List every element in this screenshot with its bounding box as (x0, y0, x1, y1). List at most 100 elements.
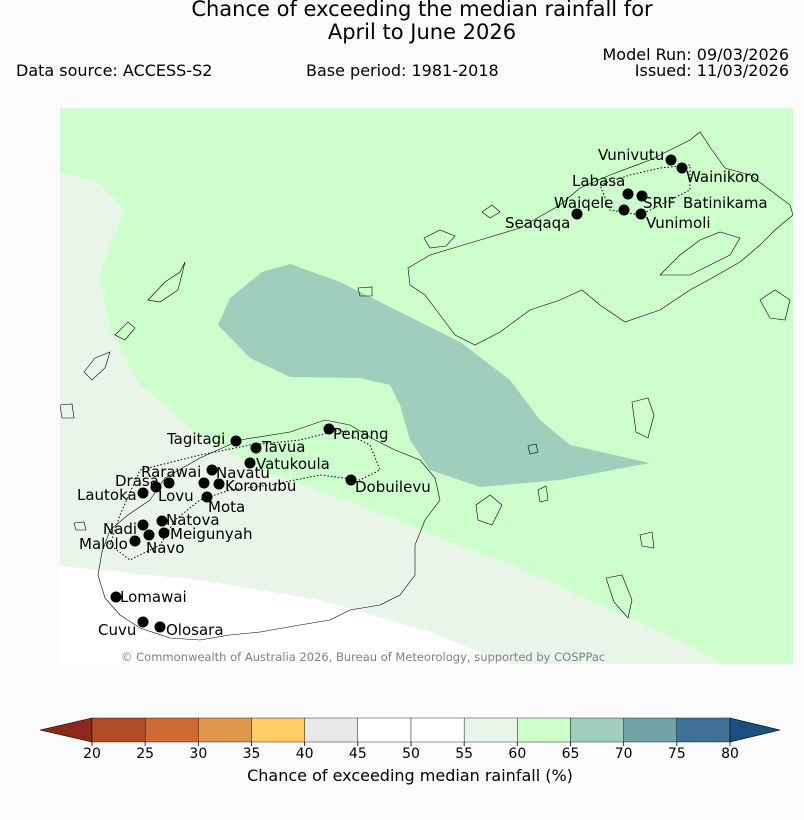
rainfall-map: Vunivutu Wainikoro Labasa Waiqele SRIF B… (60, 108, 793, 664)
station-waiqele: Waiqele (554, 194, 630, 216)
colorbar-tick-label: 20 (83, 746, 101, 762)
station-lovu: Lovu (158, 487, 194, 505)
island-sea-6 (639, 531, 655, 549)
colorbar-segment (623, 717, 678, 743)
station-meigunyah: Meigunyah (143, 525, 252, 543)
island-small-ne (759, 289, 791, 321)
catchment-west (109, 429, 381, 561)
station-tagitagi: Tagitagi (166, 430, 242, 448)
colorbar-segment (410, 717, 465, 743)
colorbar-segment (304, 717, 359, 743)
colorbar-segment (357, 717, 412, 743)
station-mota: Mota (201, 491, 245, 516)
station-label: Lautoka (77, 486, 137, 504)
station-label: Cuvu (98, 621, 136, 639)
map-canvas: Vunivutu Wainikoro Labasa Waiqele SRIF B… (60, 108, 793, 664)
station-label: Vatukoula (256, 455, 330, 473)
station-label: Navo (146, 539, 184, 557)
station-label: Waiqele (554, 194, 613, 212)
station-srif: SRIF (636, 190, 676, 212)
island-sea-9 (481, 204, 501, 219)
island-sea-3 (631, 397, 655, 439)
station-label: Meigunyah (170, 525, 252, 543)
station-label: Lovu (158, 487, 194, 505)
colorbar-over-arrow (729, 717, 781, 743)
station-label: Tavua (261, 438, 305, 456)
colorbar-segment (144, 717, 199, 743)
map-title: Chance of exceeding the median rainfall … (0, 0, 804, 44)
colorbar-segment (463, 717, 518, 743)
colorbar-tick-label: 55 (455, 746, 473, 762)
colorbar-tick-label: 80 (721, 746, 739, 762)
colorbar-segment (570, 717, 624, 743)
colorbar-canvas: 20 25 30 35 40 45 50 55 60 65 70 75 80 (39, 717, 781, 762)
station-drasa: Drasa (115, 472, 175, 493)
title-line-2: April to June 2026 (327, 20, 517, 44)
colorbar-tick-label: 35 (243, 746, 261, 762)
colorbar-tick-label: 50 (402, 746, 420, 762)
station-seaqaqa: Seaqaqa (505, 208, 583, 232)
station-label: Mota (208, 498, 245, 516)
station-labasa: Labasa (572, 172, 634, 200)
station-label: Dobuilevu (355, 478, 431, 496)
island-yasawa-2 (114, 321, 136, 341)
station-vunimoli: Vunimoli (646, 214, 711, 232)
station-lautoka: Lautoka (77, 486, 149, 504)
island-sea-4 (475, 494, 503, 526)
station-label: Wainikoro (686, 168, 759, 186)
data-source: Data source: ACCESS-S2 (16, 61, 213, 80)
station-label: Koronubu (225, 477, 296, 495)
colorbar-tick-label: 30 (189, 746, 207, 762)
station-rarawai: Rarawai (141, 463, 218, 481)
station-natova: Natova (156, 511, 220, 529)
station-navatu: Navatu (216, 464, 270, 482)
colorbar-segment (676, 717, 731, 743)
colorbar: 20 25 30 35 40 45 50 55 60 65 70 75 80 (0, 700, 804, 816)
station-lomawai: Lomawai (110, 588, 187, 606)
station-label: Drasa (115, 472, 159, 490)
station-dobuilevu: Dobuilevu (345, 474, 431, 496)
station-olosara: Olosara (154, 621, 224, 639)
model-run: Model Run: 09/03/2026 (602, 45, 790, 64)
station-label: Rarawai (141, 463, 201, 481)
station-label: Lomawai (120, 588, 187, 606)
station-label: Penang (333, 425, 388, 443)
station-label: Malolo (79, 535, 128, 553)
colorbar-tick-label: 60 (508, 746, 526, 762)
base-period: Base period: 1981-2018 (306, 61, 499, 80)
station-label: Navatu (216, 464, 270, 482)
band-45-55 (60, 566, 510, 664)
colorbar-segment (198, 717, 252, 743)
station-label: SRIF (643, 194, 676, 212)
colorbar-tick-label: 40 (296, 746, 314, 762)
island-viti-levu (97, 419, 441, 641)
station-malolo: Malolo (79, 535, 141, 553)
island-west-1 (60, 403, 75, 419)
island-taveuni (659, 231, 741, 276)
island-sea-2 (527, 443, 539, 455)
station-label: Vunivutu (598, 146, 664, 164)
station-label: Seaqaqa (505, 214, 570, 232)
station-tavua: Tavua (250, 438, 305, 456)
colorbar-tick-label: 65 (562, 746, 580, 762)
station-label: Natova (166, 511, 220, 529)
colorbar-segment (91, 717, 146, 743)
colorbar-tick-label: 70 (615, 746, 633, 762)
colorbar-tick-label: 75 (668, 746, 686, 762)
station-penang: Penang (323, 423, 388, 443)
island-yasawa-1 (83, 351, 111, 381)
station-label: Tagitagi (166, 430, 225, 448)
station-vunivutu: Vunivutu (598, 146, 677, 166)
island-west-2 (73, 521, 87, 531)
issued-date: Issued: 11/03/2026 (634, 61, 789, 80)
station-navo: Navo (146, 539, 184, 557)
station-wainikoro: Wainikoro (676, 162, 759, 186)
station-cuvu: Cuvu (98, 616, 149, 639)
station-vatukoula: Vatukoula (244, 455, 330, 473)
island-yasawa-3 (147, 261, 186, 303)
colorbar-under-arrow (39, 717, 93, 743)
island-sea-5 (537, 485, 549, 503)
colorbar-tick-label: 45 (349, 746, 367, 762)
colorbar-segment (251, 717, 305, 743)
island-sea-8 (423, 229, 456, 249)
